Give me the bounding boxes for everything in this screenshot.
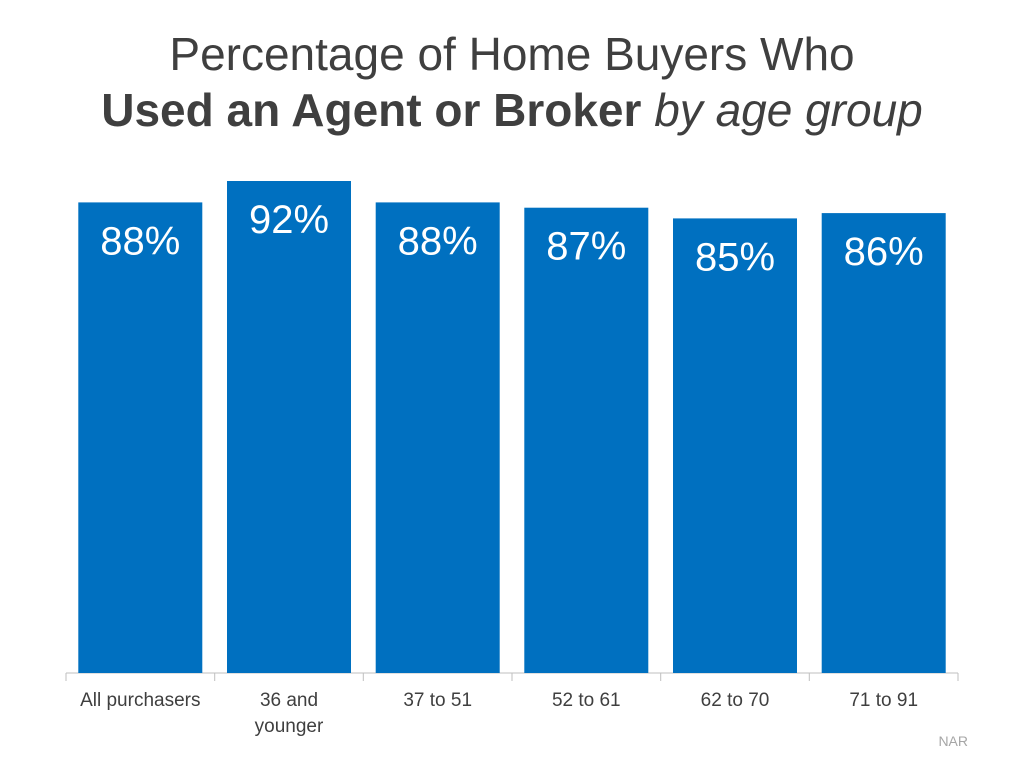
category-label-2: 37 to 51 [403, 690, 472, 711]
title-italic-part: by age group [654, 84, 923, 136]
category-label-line: 71 to 91 [849, 690, 918, 711]
category-label-line: 37 to 51 [403, 690, 472, 711]
bars-group: 88% 92% 88% 87% 85% 86% [78, 181, 946, 673]
category-labels-group: All purchasers 36 and younger 37 to 51 52 to… [65, 673, 959, 737]
title-line-1: Percentage of Home Buyers Who [169, 28, 855, 80]
bar-0 [78, 202, 203, 673]
source-label: NAR [938, 733, 968, 749]
bar-value-label-1: 92% [249, 198, 329, 242]
category-label-line: 62 to 70 [701, 690, 770, 711]
chart-title: Percentage of Home Buyers Who Used an Ag… [0, 26, 1024, 138]
bar-1 [227, 181, 351, 673]
category-label-line: All purchasers [80, 690, 200, 711]
category-label-3: 52 to 61 [552, 690, 621, 711]
bar-value-label-5: 86% [844, 230, 924, 274]
category-label-5: 71 to 91 [849, 690, 918, 711]
bar-value-label-0: 88% [100, 219, 180, 263]
bar-value-label-3: 87% [546, 225, 626, 269]
category-label-line: younger [255, 716, 324, 737]
bar-2 [375, 202, 500, 673]
bar-4 [673, 218, 797, 673]
bar-value-label-4: 85% [695, 235, 775, 279]
category-label-line: 52 to 61 [552, 690, 621, 711]
bar-value-label-2: 88% [398, 219, 478, 263]
bar-5 [821, 213, 946, 673]
title-bold-part: Used an Agent or Broker [101, 84, 642, 136]
title-line-2: Used an Agent or Broker by age group [0, 82, 1024, 138]
category-label-line: 36 and [260, 690, 318, 711]
category-label-4: 62 to 70 [701, 690, 770, 711]
category-label-1: 36 and younger [255, 690, 324, 737]
bar-3 [524, 207, 649, 673]
category-label-0: All purchasers [80, 690, 200, 711]
